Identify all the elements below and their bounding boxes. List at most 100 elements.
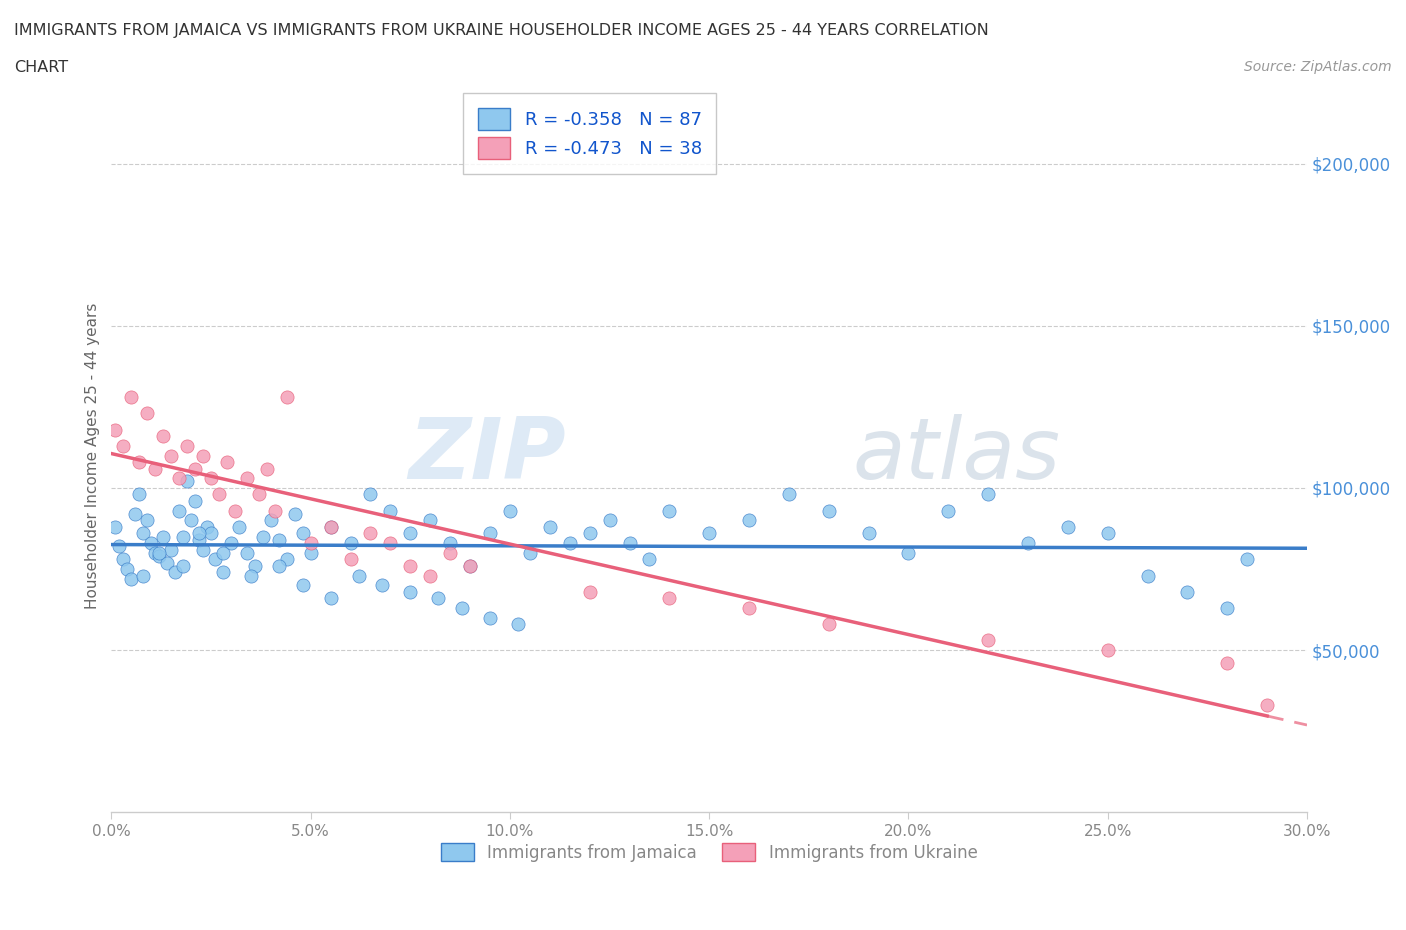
Point bbox=[128, 455, 150, 470]
Point bbox=[458, 558, 481, 573]
Point bbox=[165, 565, 187, 579]
Point bbox=[136, 513, 159, 528]
Point bbox=[399, 558, 422, 573]
Point bbox=[104, 520, 127, 535]
Point bbox=[578, 526, 600, 541]
Point bbox=[439, 545, 461, 560]
Point bbox=[427, 591, 450, 605]
Point bbox=[380, 536, 402, 551]
Point bbox=[371, 578, 394, 592]
Point bbox=[1216, 601, 1239, 616]
Point bbox=[215, 455, 238, 470]
Point bbox=[519, 545, 541, 560]
Point bbox=[239, 568, 262, 583]
Point bbox=[152, 529, 174, 544]
Point bbox=[451, 601, 474, 616]
Point bbox=[858, 526, 880, 541]
Point bbox=[172, 558, 194, 573]
Point bbox=[458, 558, 481, 573]
Point bbox=[399, 584, 422, 599]
Point bbox=[152, 429, 174, 444]
Legend: Immigrants from Jamaica, Immigrants from Ukraine: Immigrants from Jamaica, Immigrants from… bbox=[434, 837, 984, 869]
Point bbox=[252, 529, 274, 544]
Point bbox=[599, 513, 621, 528]
Point bbox=[191, 448, 214, 463]
Point bbox=[108, 538, 131, 553]
Point bbox=[506, 617, 529, 631]
Point bbox=[658, 591, 681, 605]
Point bbox=[132, 568, 155, 583]
Point bbox=[347, 568, 370, 583]
Text: IMMIGRANTS FROM JAMAICA VS IMMIGRANTS FROM UKRAINE HOUSEHOLDER INCOME AGES 25 - : IMMIGRANTS FROM JAMAICA VS IMMIGRANTS FR… bbox=[14, 23, 988, 38]
Point bbox=[538, 520, 561, 535]
Point bbox=[256, 461, 278, 476]
Point bbox=[195, 520, 218, 535]
Point bbox=[228, 520, 250, 535]
Point bbox=[319, 520, 342, 535]
Point bbox=[112, 551, 135, 566]
Point bbox=[1097, 643, 1119, 658]
Point bbox=[167, 503, 190, 518]
Point bbox=[247, 487, 270, 502]
Y-axis label: Householder Income Ages 25 - 44 years: Householder Income Ages 25 - 44 years bbox=[86, 302, 100, 609]
Point bbox=[380, 503, 402, 518]
Point bbox=[658, 503, 681, 518]
Text: atlas: atlas bbox=[852, 414, 1060, 497]
Point bbox=[1136, 568, 1159, 583]
Point bbox=[204, 551, 226, 566]
Point bbox=[291, 578, 314, 592]
Point bbox=[1236, 551, 1258, 566]
Point bbox=[136, 405, 159, 420]
Point bbox=[188, 526, 211, 541]
Point bbox=[260, 513, 283, 528]
Point bbox=[1017, 536, 1039, 551]
Point bbox=[817, 617, 839, 631]
Point bbox=[276, 390, 298, 405]
Point bbox=[936, 503, 959, 518]
Point bbox=[1177, 584, 1199, 599]
Point bbox=[778, 487, 800, 502]
Point bbox=[167, 471, 190, 485]
Point bbox=[172, 529, 194, 544]
Point bbox=[132, 526, 155, 541]
Point bbox=[148, 549, 170, 564]
Point bbox=[276, 551, 298, 566]
Point bbox=[977, 487, 1000, 502]
Point bbox=[200, 526, 222, 541]
Point bbox=[319, 520, 342, 535]
Point bbox=[143, 545, 166, 560]
Point bbox=[212, 545, 235, 560]
Point bbox=[638, 551, 661, 566]
Point bbox=[176, 474, 198, 489]
Point bbox=[188, 533, 211, 548]
Point bbox=[184, 494, 207, 509]
Text: Source: ZipAtlas.com: Source: ZipAtlas.com bbox=[1244, 60, 1392, 74]
Point bbox=[236, 471, 259, 485]
Point bbox=[284, 507, 307, 522]
Point bbox=[359, 526, 381, 541]
Point bbox=[738, 601, 761, 616]
Point bbox=[578, 584, 600, 599]
Point bbox=[160, 448, 183, 463]
Point bbox=[176, 438, 198, 453]
Point bbox=[419, 513, 441, 528]
Point bbox=[112, 438, 135, 453]
Point bbox=[219, 536, 242, 551]
Point bbox=[399, 526, 422, 541]
Point bbox=[299, 536, 322, 551]
Point bbox=[267, 533, 290, 548]
Point bbox=[419, 568, 441, 583]
Point bbox=[1097, 526, 1119, 541]
Point bbox=[224, 503, 246, 518]
Point bbox=[160, 542, 183, 557]
Point bbox=[243, 558, 266, 573]
Point bbox=[439, 536, 461, 551]
Text: CHART: CHART bbox=[14, 60, 67, 75]
Point bbox=[148, 545, 170, 560]
Point bbox=[200, 471, 222, 485]
Point bbox=[156, 555, 179, 570]
Point bbox=[558, 536, 581, 551]
Point bbox=[120, 571, 142, 586]
Text: ZIP: ZIP bbox=[408, 414, 565, 497]
Point bbox=[267, 558, 290, 573]
